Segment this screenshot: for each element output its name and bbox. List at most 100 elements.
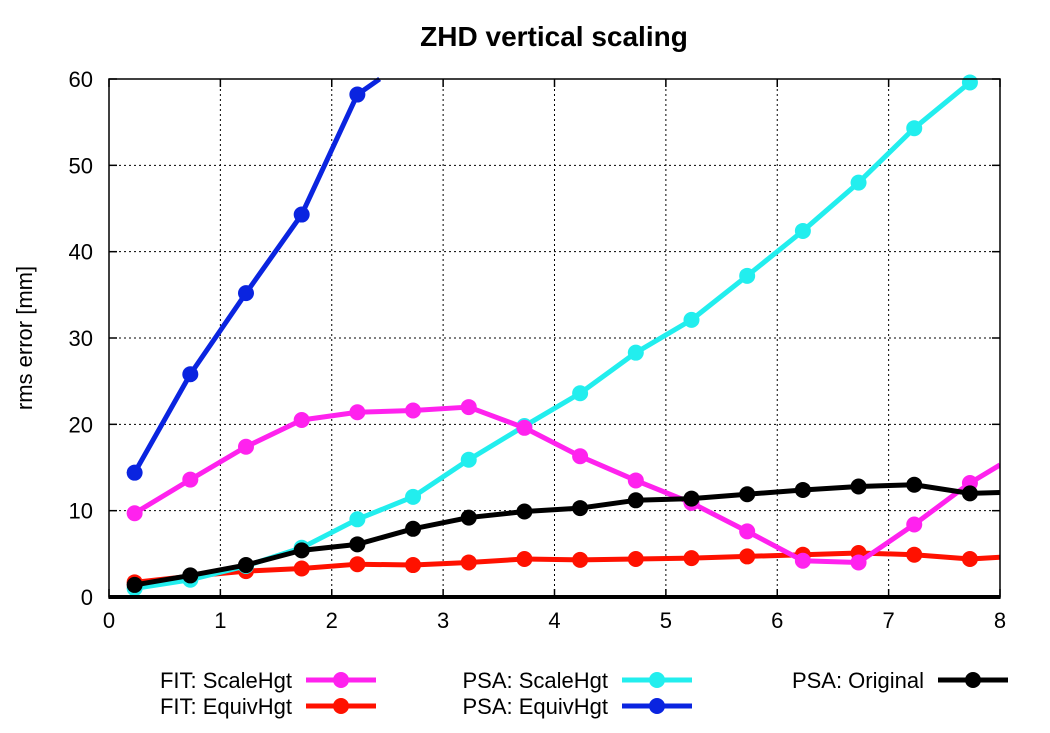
data-point-fit-scalehgt xyxy=(516,419,533,436)
data-point-psa-equivhgt xyxy=(349,86,366,103)
y-axis-label: rms error [mm] xyxy=(12,266,37,410)
series-psa-equivhgt xyxy=(126,76,382,481)
chart-title: ZHD vertical scaling xyxy=(420,21,688,52)
data-point-psa-scalehgt xyxy=(961,74,978,91)
data-point-fit-equivhgt xyxy=(405,557,422,574)
data-point-fit-equivhgt xyxy=(683,550,700,567)
data-point-psa-scalehgt xyxy=(739,267,756,284)
legend-marker-fit-equivhgt xyxy=(333,698,349,714)
legend-label-fit-equivhgt: FIT: EquivHgt xyxy=(160,694,292,719)
data-point-psa-original xyxy=(349,536,366,553)
data-point-psa-original xyxy=(683,490,700,507)
y-tick-label: 10 xyxy=(69,499,93,524)
data-point-fit-equivhgt xyxy=(739,548,756,565)
data-point-psa-original xyxy=(850,478,867,495)
tick-labels: 0 1 2 3 4 5 6 7 8 0 10 20 30 40 50 60 xyxy=(69,67,1007,633)
data-point-fit-scalehgt xyxy=(126,505,143,522)
data-point-fit-equivhgt xyxy=(516,551,533,568)
data-point-fit-equivhgt xyxy=(906,546,923,563)
data-point-psa-original xyxy=(961,485,978,502)
x-tick-label: 2 xyxy=(326,608,338,633)
data-point-psa-original xyxy=(293,542,310,559)
legend-item-psa-original: PSA: Original xyxy=(792,668,1008,693)
data-point-fit-scalehgt xyxy=(293,412,310,429)
data-point-psa-original xyxy=(182,567,199,584)
y-tick-label: 20 xyxy=(69,412,93,437)
y-tick-label: 40 xyxy=(69,240,93,265)
legend-marker-psa-equivhgt xyxy=(649,698,665,714)
data-point-psa-original xyxy=(126,576,143,593)
x-tick-label: 3 xyxy=(437,608,449,633)
x-tick-label: 4 xyxy=(548,608,560,633)
legend-item-fit-equivhgt: FIT: EquivHgt xyxy=(160,694,376,719)
data-point-psa-scalehgt xyxy=(850,174,867,191)
y-tick-label: 30 xyxy=(69,326,93,351)
data-point-psa-original xyxy=(516,503,533,520)
data-point-psa-original xyxy=(906,476,923,493)
data-point-psa-equivhgt xyxy=(237,285,254,302)
data-point-psa-scalehgt xyxy=(460,451,477,468)
data-point-fit-scalehgt xyxy=(237,438,254,455)
data-point-psa-original xyxy=(572,500,589,517)
y-tick-label: 60 xyxy=(69,67,93,92)
data-point-fit-scalehgt xyxy=(627,472,644,489)
data-point-psa-original xyxy=(405,520,422,537)
series-psa-original xyxy=(126,476,1000,593)
data-point-fit-scalehgt xyxy=(405,402,422,419)
legend-label-psa-equivhgt: PSA: EquivHgt xyxy=(462,694,608,719)
data-point-fit-scalehgt xyxy=(739,523,756,540)
data-point-fit-scalehgt xyxy=(572,448,589,465)
legend-marker-fit-scalehgt xyxy=(333,672,349,688)
data-point-psa-scalehgt xyxy=(572,385,589,402)
legend-label-psa-scalehgt: PSA: ScaleHgt xyxy=(462,668,608,693)
data-point-psa-scalehgt xyxy=(906,120,923,137)
data-point-psa-scalehgt xyxy=(794,222,811,239)
data-point-fit-equivhgt xyxy=(349,556,366,573)
data-point-psa-scalehgt xyxy=(405,488,422,505)
data-point-psa-original xyxy=(237,557,254,574)
legend-item-psa-scalehgt: PSA: ScaleHgt xyxy=(462,668,692,693)
data-point-psa-scalehgt xyxy=(627,344,644,361)
data-point-psa-original xyxy=(794,481,811,498)
data-point-psa-scalehgt xyxy=(683,311,700,328)
data-point-psa-original xyxy=(460,509,477,526)
legend-marker-psa-original xyxy=(965,672,981,688)
data-point-psa-equivhgt xyxy=(126,464,143,481)
data-point-fit-scalehgt xyxy=(906,516,923,533)
x-tick-label: 8 xyxy=(994,608,1006,633)
series-fit-equivhgt xyxy=(126,544,1000,591)
legend-label-psa-original: PSA: Original xyxy=(792,668,924,693)
series-psa-scalehgt xyxy=(126,74,978,597)
x-tick-label: 1 xyxy=(214,608,226,633)
legend-item-fit-scalehgt: FIT: ScaleHgt xyxy=(160,668,376,693)
x-tick-label: 7 xyxy=(883,608,895,633)
data-point-fit-scalehgt xyxy=(794,552,811,569)
data-point-psa-equivhgt xyxy=(182,366,199,383)
x-tick-label: 6 xyxy=(771,608,783,633)
data-point-fit-scalehgt xyxy=(850,554,867,571)
data-point-psa-original xyxy=(627,492,644,509)
data-point-psa-equivhgt xyxy=(293,206,310,223)
x-tick-label: 0 xyxy=(103,608,115,633)
legend-item-psa-equivhgt: PSA: EquivHgt xyxy=(462,694,692,719)
data-point-fit-scalehgt xyxy=(182,471,199,488)
data-point-psa-scalehgt xyxy=(349,511,366,528)
data-point-fit-equivhgt xyxy=(460,554,477,571)
y-tick-label: 0 xyxy=(81,585,93,610)
data-point-fit-equivhgt xyxy=(572,551,589,568)
data-point-fit-equivhgt xyxy=(961,551,978,568)
data-point-fit-scalehgt xyxy=(460,399,477,416)
y-tick-label: 50 xyxy=(69,153,93,178)
legend-marker-psa-scalehgt xyxy=(649,672,665,688)
data-point-fit-equivhgt xyxy=(627,551,644,568)
series-line-psa-scalehgt xyxy=(134,80,972,591)
grid xyxy=(108,78,1001,598)
x-tick-label: 5 xyxy=(660,608,672,633)
data-point-fit-equivhgt xyxy=(293,560,310,577)
series-layer xyxy=(126,74,1000,597)
legend-label-fit-scalehgt: FIT: ScaleHgt xyxy=(160,668,292,693)
data-point-fit-scalehgt xyxy=(349,404,366,421)
data-point-psa-original xyxy=(739,486,756,503)
